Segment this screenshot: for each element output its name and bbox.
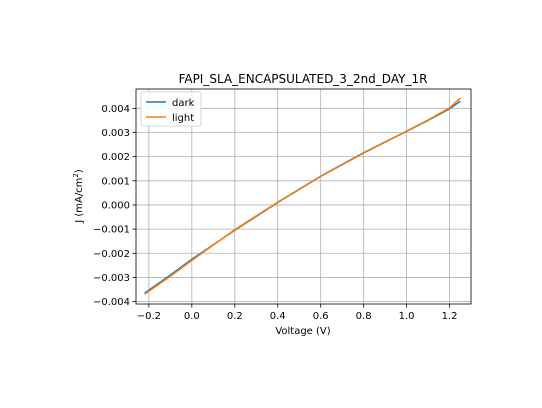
y-axis-ticks: −0.004 −0.003 −0.002 −0.001 0.000 0.001 0.002 0…: [93, 104, 136, 308]
x-tick-label: 0.4: [270, 311, 286, 322]
legend-label-dark: dark: [172, 98, 195, 109]
y-axis-label-tail: ): [74, 169, 85, 173]
x-tick-label: 1.2: [442, 311, 458, 322]
x-tick-label: 0.6: [313, 311, 329, 322]
y-axis-label-main: J (mA/cm: [74, 178, 85, 224]
x-tick-label: 0.8: [356, 311, 372, 322]
y-tick-label: −0.002: [93, 249, 130, 260]
y-tick-label: −0.001: [93, 225, 130, 236]
x-tick-label: 1.0: [399, 311, 415, 322]
x-axis-ticks: −0.2 0.0 0.2 0.4 0.6 0.8 1.0 1.2: [137, 304, 458, 322]
x-tick-label: 0.2: [227, 311, 243, 322]
plot-frame: [135, 88, 472, 305]
legend-label-light: light: [172, 113, 194, 124]
plot-lines: [144, 97, 461, 295]
series-line-light: [144, 97, 461, 295]
y-axis-label-superscript: 2: [72, 173, 80, 177]
y-axis-label: J (mA/cm2): [72, 169, 85, 224]
x-tick-label: −0.2: [137, 311, 161, 322]
y-tick-label: 0.001: [101, 176, 130, 187]
grid: [136, 89, 471, 304]
x-axis-label: Voltage (V): [275, 326, 330, 337]
y-tick-label: 0.003: [101, 128, 130, 139]
y-tick-label: 0.000: [101, 200, 130, 211]
y-tick-label: −0.004: [93, 297, 130, 308]
legend: dark light: [140, 91, 202, 127]
x-tick-label: 0.0: [184, 311, 200, 322]
y-tick-label: −0.003: [93, 273, 130, 284]
y-tick-label: 0.004: [101, 104, 130, 115]
chart-title: FAPI_SLA_ENCAPSULATED_3_2nd_DAY_1R: [179, 72, 428, 86]
y-tick-label: 0.002: [101, 152, 130, 163]
